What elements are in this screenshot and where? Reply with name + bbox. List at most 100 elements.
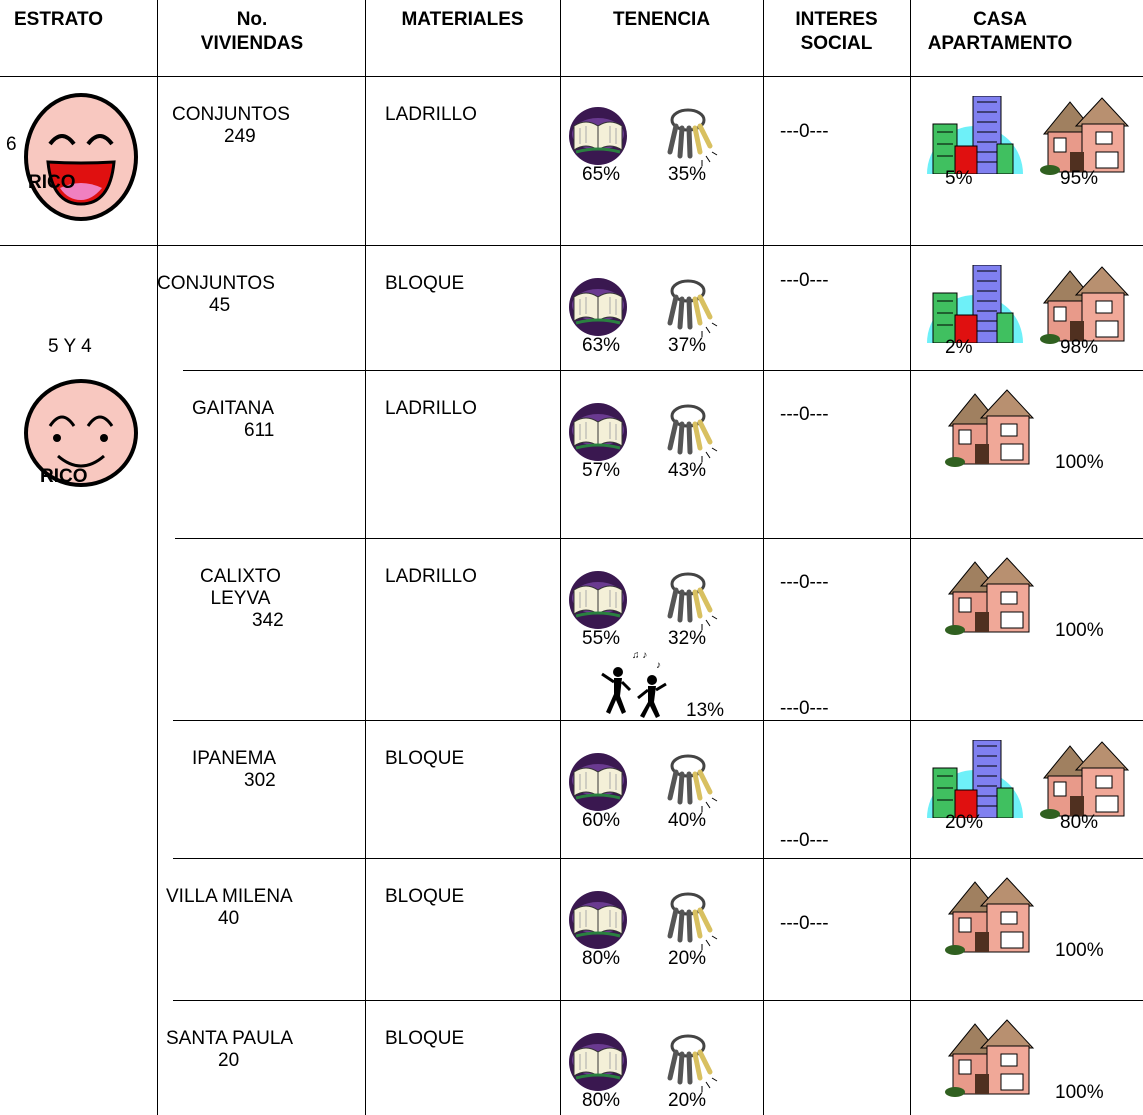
building-graphic	[927, 264, 1023, 344]
house-icon	[1040, 96, 1130, 182]
row-material: LADRILLO	[385, 104, 477, 125]
tenencia-arriendo: 43%	[668, 460, 707, 481]
row-line	[173, 858, 1143, 859]
book-graphic	[569, 403, 627, 461]
house-icon	[1040, 265, 1130, 351]
stratum-label: RICO	[40, 466, 88, 487]
row-count: 20	[218, 1050, 240, 1071]
header-cell: No. VIVIENDAS	[200, 9, 304, 54]
keys-icon	[662, 752, 718, 820]
building-graphic	[927, 95, 1023, 175]
vivienda-casa: 100%	[1055, 452, 1104, 473]
row-count: 45	[209, 295, 231, 316]
house-graphic	[945, 389, 1035, 467]
book-icon	[568, 402, 628, 468]
interes-social: ---0---	[780, 404, 829, 425]
house-icon	[945, 556, 1035, 642]
vivienda-casa: 80%	[1060, 812, 1099, 833]
row-count: 611	[244, 420, 275, 441]
header-cell: INTERES SOCIAL	[795, 9, 878, 54]
house-icon	[945, 876, 1035, 962]
keys-graphic	[667, 572, 718, 630]
vivienda-casa: 95%	[1060, 168, 1099, 189]
row-name: CALIXTO LEYVA	[200, 566, 281, 609]
stratum-level: 5 Y 4	[48, 336, 92, 357]
stratum-label: RICO	[28, 172, 76, 193]
row-count: 40	[218, 908, 240, 929]
row-material: BLOQUE	[385, 1028, 465, 1049]
row-material: LADRILLO	[385, 566, 477, 587]
column-line	[365, 0, 366, 1115]
keys-graphic	[667, 892, 718, 950]
keys-icon	[662, 277, 718, 345]
tenencia-propia: 60%	[582, 810, 621, 831]
row-line	[0, 245, 1143, 246]
row-line	[183, 370, 1143, 371]
house-graphic	[945, 557, 1035, 635]
tenencia-propia: 80%	[582, 1090, 621, 1111]
tenencia-arriendo: 35%	[668, 164, 707, 185]
header-cell: TENENCIA	[612, 9, 711, 30]
keys-graphic	[667, 404, 718, 462]
house-graphic	[1040, 97, 1130, 175]
column-line	[157, 0, 158, 1115]
vivienda-casa: 100%	[1055, 940, 1104, 961]
book-icon	[568, 570, 628, 636]
row-count: 342	[252, 610, 284, 631]
keys-icon	[662, 106, 718, 174]
vivienda-apartamento: 5%	[945, 168, 973, 189]
building-icon	[925, 95, 1025, 180]
book-graphic	[569, 571, 627, 629]
interes-social: ---0---	[780, 830, 829, 851]
dance-icon: ♫ ♪ ♪	[596, 650, 686, 726]
row-line	[175, 538, 1143, 539]
tenencia-arriendo: 20%	[668, 1090, 707, 1111]
keys-graphic	[667, 279, 718, 337]
building-icon	[925, 264, 1025, 349]
row-name: CONJUNTOS	[172, 104, 290, 125]
column-line	[560, 0, 561, 1115]
book-icon	[568, 752, 628, 818]
book-graphic	[569, 891, 627, 949]
laughing-face	[24, 93, 138, 221]
interes-social: ---0---	[780, 698, 829, 719]
dance-graphic: ♫ ♪ ♪	[601, 650, 667, 718]
book-icon	[568, 277, 628, 343]
header-cell: ESTRATO	[0, 8, 157, 32]
row-count: 302	[244, 770, 276, 791]
vivienda-casa: 100%	[1055, 620, 1104, 641]
house-graphic	[1040, 741, 1130, 819]
svg-text:♫ ♪: ♫ ♪	[632, 650, 647, 661]
row-material: BLOQUE	[385, 748, 465, 769]
book-graphic	[569, 107, 627, 165]
interes-social: ---0---	[780, 270, 829, 291]
interes-social: ---0---	[780, 572, 829, 593]
tenencia-propia: 55%	[582, 628, 621, 649]
tenencia-arriendo: 20%	[668, 948, 707, 969]
book-graphic	[569, 278, 627, 336]
row-material: BLOQUE	[385, 273, 465, 294]
tenencia-arriendo: 37%	[668, 335, 707, 356]
header-text: ESTRATO	[13, 9, 104, 30]
vivienda-casa: 100%	[1055, 1082, 1104, 1103]
house-graphic	[945, 877, 1035, 955]
keys-icon	[662, 570, 718, 638]
stratum-level: 6	[6, 134, 17, 155]
building-icon	[925, 739, 1025, 824]
interes-social: ---0---	[780, 913, 829, 934]
house-graphic	[945, 1019, 1035, 1097]
building-graphic	[927, 739, 1023, 819]
vivienda-apartamento: 20%	[945, 812, 984, 833]
keys-icon	[662, 890, 718, 958]
house-graphic	[1040, 266, 1130, 344]
interes-social: ---0---	[780, 121, 829, 142]
row-name: CONJUNTOS	[157, 273, 275, 294]
book-icon	[568, 1032, 628, 1098]
keys-graphic	[667, 754, 718, 812]
tenencia-propia: 65%	[582, 164, 621, 185]
row-line	[0, 76, 1143, 77]
header-text: CASA APARTAMENTO	[927, 9, 1073, 54]
header-cell: CASA APARTAMENTO	[910, 8, 1100, 56]
row-name: IPANEMA	[192, 748, 277, 769]
